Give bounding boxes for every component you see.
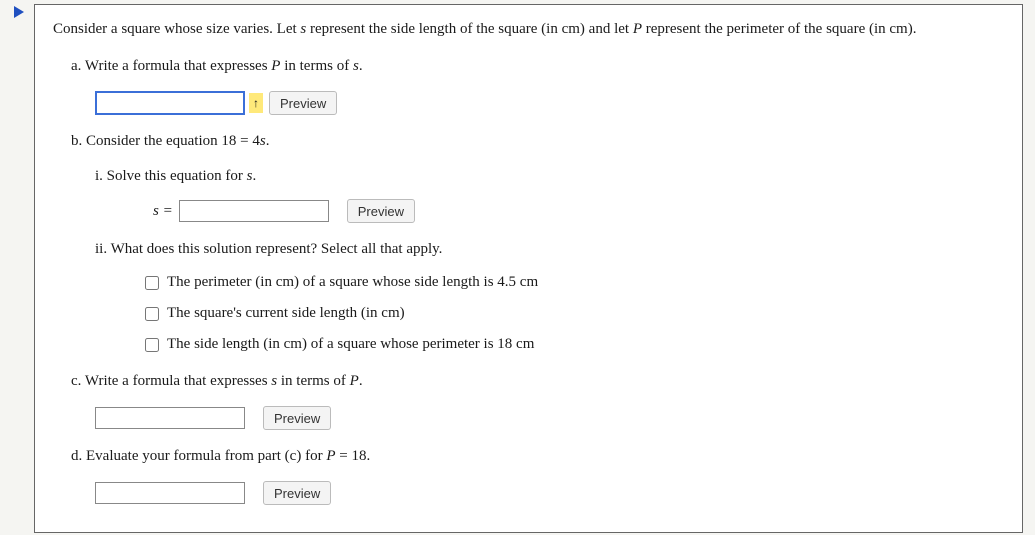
- part-b-i-input[interactable]: [179, 200, 329, 222]
- part-b-ii-label: ii. What does this solution represent? S…: [95, 241, 442, 257]
- part-d-input-row: Preview: [95, 481, 1004, 505]
- part-b-ii: ii. What does this solution represent? S…: [95, 239, 1004, 260]
- part-b-i-preview-button[interactable]: Preview: [347, 199, 415, 223]
- part-d: d. Evaluate your formula from part (c) f…: [71, 446, 1004, 467]
- part-a-end: .: [359, 58, 363, 74]
- cursor-badge-icon: ↑: [249, 93, 263, 113]
- part-c-pre: c. Write a formula that expresses: [71, 373, 271, 389]
- part-d-end: .: [366, 448, 370, 464]
- part-c-end: .: [359, 373, 363, 389]
- prompt-var-p: P: [633, 21, 642, 37]
- option-3-checkbox[interactable]: [145, 338, 159, 352]
- part-a-input[interactable]: [95, 91, 245, 115]
- prompt-text-1: Consider a square whose size varies. Let: [53, 21, 300, 37]
- option-1-label: The perimeter (in cm) of a square whose …: [167, 272, 538, 293]
- option-1-row: The perimeter (in cm) of a square whose …: [145, 272, 1004, 293]
- part-a: a. Write a formula that expresses P in t…: [71, 56, 1004, 77]
- question-prompt: Consider a square whose size varies. Let…: [53, 19, 1004, 40]
- part-c-preview-button[interactable]: Preview: [263, 406, 331, 430]
- option-3-label: The side length (in cm) of a square whos…: [167, 334, 534, 355]
- part-b-i-input-row: s = Preview: [153, 199, 1004, 223]
- part-a-input-row: ↑ Preview: [95, 91, 1004, 115]
- expand-triangle-icon[interactable]: [14, 6, 24, 18]
- option-2-checkbox[interactable]: [145, 307, 159, 321]
- part-c-mid: in terms of: [277, 373, 350, 389]
- part-b: b. Consider the equation 18 = 4s.: [71, 131, 1004, 152]
- part-d-eq2: = 18: [336, 448, 367, 464]
- part-b-i-pre: i. Solve this equation for: [95, 168, 247, 184]
- s-equals-label: s =: [153, 201, 173, 222]
- option-2-row: The square's current side length (in cm): [145, 303, 1004, 324]
- part-d-input[interactable]: [95, 482, 245, 504]
- part-a-preview-button[interactable]: Preview: [269, 91, 337, 115]
- part-a-text: a. Write a formula that expresses: [71, 58, 271, 74]
- part-b-eq: 18 = 4s: [221, 133, 265, 149]
- option-1-checkbox[interactable]: [145, 276, 159, 290]
- part-b-i: i. Solve this equation for s.: [95, 166, 1004, 187]
- part-b-pre: b. Consider the equation: [71, 133, 221, 149]
- option-3-row: The side length (in cm) of a square whos…: [145, 334, 1004, 355]
- option-2-label: The square's current side length (in cm): [167, 303, 405, 324]
- question-card: Consider a square whose size varies. Let…: [34, 4, 1023, 533]
- part-d-preview-button[interactable]: Preview: [263, 481, 331, 505]
- prompt-text-2: represent the side length of the square …: [306, 21, 633, 37]
- part-a-mid: in terms of: [280, 58, 353, 74]
- part-c-var-p: P: [350, 373, 359, 389]
- part-b-post: .: [266, 133, 270, 149]
- part-c: c. Write a formula that expresses s in t…: [71, 371, 1004, 392]
- prompt-text-3: represent the perimeter of the square (i…: [642, 21, 916, 37]
- part-d-pre: d. Evaluate your formula from part (c) f…: [71, 448, 326, 464]
- part-d-eq: P: [326, 448, 335, 464]
- part-c-input[interactable]: [95, 407, 245, 429]
- part-c-input-row: Preview: [95, 406, 1004, 430]
- part-b-i-end: .: [253, 168, 257, 184]
